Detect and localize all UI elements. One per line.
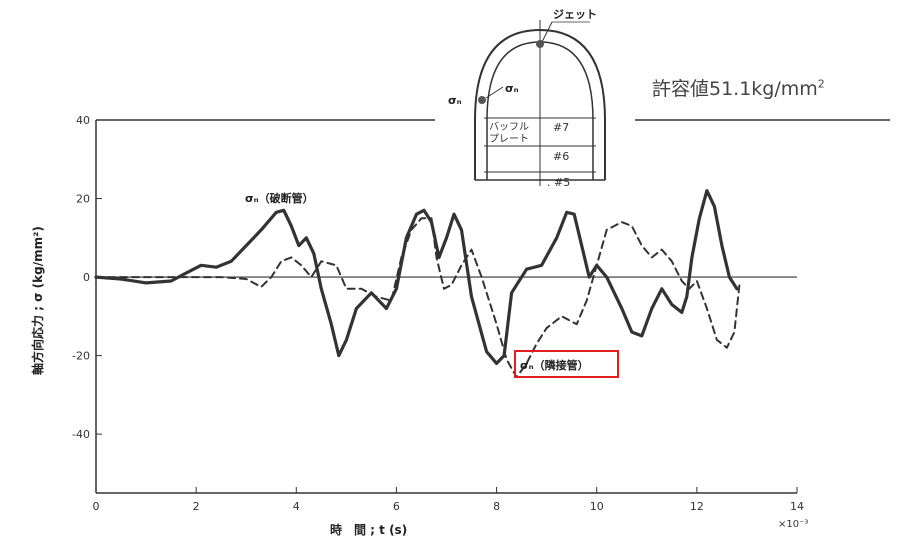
annotation-broken-pipe: σₙ（破断管） [245, 191, 314, 205]
y-tick-label: 20 [76, 193, 90, 206]
y-tick-label: -40 [72, 428, 90, 441]
row-label-5: . #5 [547, 176, 570, 189]
sigma-point-marker [478, 96, 486, 104]
y-axis-label: 軸方向応力 ; σ (kg/mm²) [30, 226, 45, 375]
axis-ticks: 0 2 4 6 8 10 12 14 40 20 0 -20 -40 [72, 114, 804, 513]
x-tick-label: 10 [590, 500, 604, 513]
x-tick-label: 6 [393, 500, 400, 513]
series-line-adjacent-pipe [95, 217, 741, 379]
series-line-broken-pipe [94, 189, 739, 365]
x-tick-label: 8 [493, 500, 500, 513]
row-label-7: #7 [553, 121, 569, 134]
pipe-schematic: ジェット σₙ σₙ バッフル プレート #7 #6 . #5 [448, 8, 606, 189]
series-layer [94, 189, 741, 379]
baffle-label-1: バッフル [489, 121, 529, 133]
highlight-box [514, 350, 619, 378]
y-tick-label: -20 [72, 350, 90, 363]
sigma-n-label-inset: σₙ [505, 82, 519, 95]
baffle-label-2: プレート [489, 133, 529, 145]
x-tick-label: 14 [790, 500, 804, 513]
allowable-value-label: 許容値51.1kg/mm2 [652, 77, 825, 100]
x-tick-label: 2 [193, 500, 200, 513]
y-tick-label: 0 [83, 271, 90, 284]
y-tick-label: 40 [76, 114, 90, 127]
jet-label: ジェット [553, 8, 597, 21]
annotation-adjacent-pipe: σₙ（隣接管） [520, 358, 589, 372]
x-tick-label: 0 [93, 500, 100, 513]
x-tick-label: 12 [690, 500, 704, 513]
x-tick-label: 4 [293, 500, 300, 513]
x-multiplier-label: ×10⁻³ [778, 519, 808, 530]
row-label-6: #6 [553, 150, 569, 163]
x-axis-label: 時 間 ; t (s) [330, 522, 407, 537]
sigma-n-label-left: σₙ [448, 94, 462, 107]
